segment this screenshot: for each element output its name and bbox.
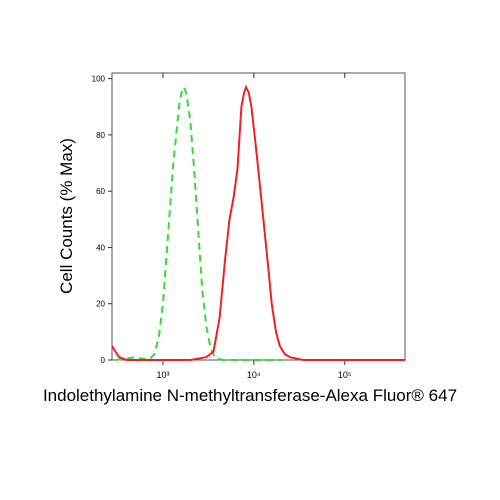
y-tick-label: 40: [96, 243, 105, 252]
y-tick-label: 60: [96, 187, 105, 196]
x-tick-label: 10⁴: [247, 370, 261, 380]
y-tick-label: 100: [92, 75, 106, 84]
chart: Cell Counts (% Max) 0 20 40 60 80 100 10³ 10⁴ 10…: [57, 72, 406, 380]
y-tick-label: 0: [101, 356, 106, 365]
histogram-line: [115, 84, 282, 362]
x-tick-label: 10⁵: [338, 370, 352, 380]
x-axis-label: Indolethylamine N-methyltransferase-Alex…: [42, 386, 458, 405]
plot-frame: [111, 72, 406, 361]
histogram-line: [111, 84, 405, 361]
x-tick-label: 10³: [156, 370, 169, 380]
y-axis-label: Cell Counts (% Max): [57, 138, 76, 294]
y-tick-label: 80: [96, 131, 105, 140]
y-tick-label: 20: [96, 300, 105, 309]
